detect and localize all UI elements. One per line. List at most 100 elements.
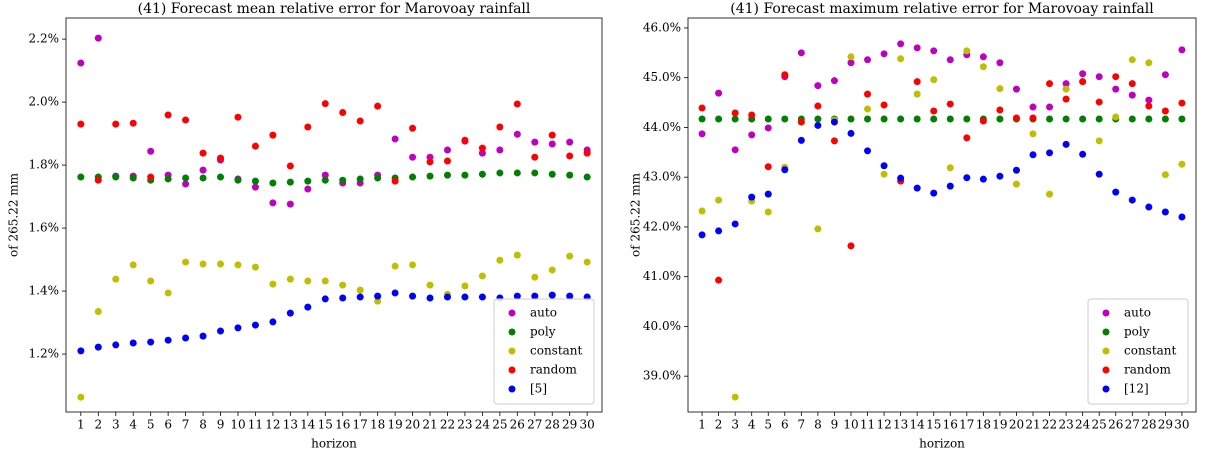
- scatter-point: [930, 47, 938, 55]
- scatter-point: [1095, 115, 1103, 123]
- scatter-point: [731, 115, 739, 123]
- scatter-point: [930, 115, 938, 123]
- scatter-point: [199, 260, 207, 268]
- scatter-point: [1161, 171, 1169, 179]
- y-tick-label: 1.8%: [29, 158, 60, 172]
- x-tick-label: 23: [457, 418, 472, 432]
- scatter-point: [1112, 188, 1120, 196]
- x-tick-label: 19: [992, 418, 1007, 432]
- scatter-point: [1095, 73, 1103, 81]
- scatter-point: [443, 157, 451, 165]
- scatter-point: [715, 227, 723, 235]
- legend-marker: [1102, 385, 1110, 393]
- scatter-point: [748, 193, 756, 201]
- scatter-point: [731, 146, 739, 154]
- scatter-point: [304, 277, 312, 285]
- scatter-point: [698, 104, 706, 112]
- x-tick-label: 15: [318, 418, 333, 432]
- scatter-point: [478, 144, 486, 152]
- x-tick-label: 26: [510, 418, 525, 432]
- scatter-point: [531, 273, 539, 281]
- scatter-point: [286, 162, 294, 170]
- scatter-point: [1012, 166, 1020, 174]
- scatter-point: [1095, 98, 1103, 106]
- scatter-point: [548, 291, 556, 299]
- scatter-point: [930, 189, 938, 197]
- scatter-point: [698, 130, 706, 138]
- scatter-point: [979, 53, 987, 61]
- scatter-point: [996, 115, 1004, 123]
- scatter-point: [1046, 115, 1054, 123]
- scatter-point: [566, 152, 574, 160]
- scatter-point: [748, 131, 756, 139]
- x-tick-label: 21: [422, 418, 437, 432]
- scatter-point: [513, 292, 521, 300]
- scatter-point: [217, 154, 225, 162]
- scatter-point: [164, 175, 172, 183]
- scatter-point: [199, 332, 207, 340]
- x-tick-label: 30: [580, 418, 595, 432]
- x-tick-label: 24: [1075, 418, 1091, 432]
- scatter-point: [1062, 80, 1070, 88]
- legend-marker: [1102, 366, 1110, 374]
- scatter-point: [251, 183, 259, 191]
- scatter-point: [1029, 103, 1037, 111]
- scatter-point: [781, 115, 789, 123]
- scatter-point: [996, 85, 1004, 93]
- scatter-point: [391, 135, 399, 143]
- scatter-point: [1161, 107, 1169, 115]
- scatter-point: [426, 158, 434, 166]
- x-tick-label: 8: [199, 418, 207, 432]
- x-tick-label: 2: [94, 418, 102, 432]
- x-tick-label: 28: [545, 418, 560, 432]
- legend-label: random: [1124, 363, 1172, 377]
- scatter-point: [496, 146, 504, 154]
- scatter-point: [566, 138, 574, 146]
- scatter-point: [1062, 140, 1070, 148]
- x-tick-label: 29: [1158, 418, 1173, 432]
- x-tick-label: 26: [1108, 418, 1123, 432]
- x-tick-label: 20: [1009, 418, 1024, 432]
- scatter-point: [496, 169, 504, 177]
- scatter-point: [847, 242, 855, 250]
- scatter-point: [847, 129, 855, 137]
- scatter-point: [234, 176, 242, 184]
- scatter-point: [234, 113, 242, 121]
- scatter-point: [391, 262, 399, 270]
- scatter-point: [391, 289, 399, 297]
- scatter-point: [409, 153, 417, 161]
- x-tick-label: 11: [248, 418, 263, 432]
- scatter-point: [356, 117, 364, 125]
- scatter-point: [1012, 114, 1020, 122]
- scatter-point: [251, 142, 259, 150]
- scatter-point: [764, 208, 772, 216]
- scatter-point: [913, 78, 921, 86]
- scatter-point: [129, 174, 137, 182]
- legend-label: [5]: [530, 382, 547, 396]
- scatter-point: [1095, 137, 1103, 145]
- scatter-point: [1145, 203, 1153, 211]
- x-tick-label: 6: [781, 418, 789, 432]
- scatter-point: [731, 109, 739, 117]
- scatter-point: [182, 258, 190, 266]
- scatter-point: [443, 146, 451, 154]
- scatter-point: [77, 173, 85, 181]
- scatter-point: [531, 138, 539, 146]
- scatter-point: [374, 174, 382, 182]
- y-tick-label: 41.0%: [643, 269, 681, 283]
- scatter-point: [304, 185, 312, 193]
- scatter-point: [1128, 80, 1136, 88]
- scatter-point: [1128, 91, 1136, 99]
- x-tick-label: 5: [147, 418, 155, 432]
- scatter-point: [847, 53, 855, 61]
- legend-marker: [1102, 347, 1110, 355]
- scatter-point: [996, 172, 1004, 180]
- x-tick-label: 13: [283, 418, 298, 432]
- scatter-point: [1128, 56, 1136, 64]
- scatter-point: [478, 170, 486, 178]
- x-tick-label: 11: [860, 418, 875, 432]
- scatter-point: [356, 293, 364, 301]
- x-tick-label: 18: [976, 418, 991, 432]
- scatter-point: [269, 179, 277, 187]
- scatter-point: [946, 115, 954, 123]
